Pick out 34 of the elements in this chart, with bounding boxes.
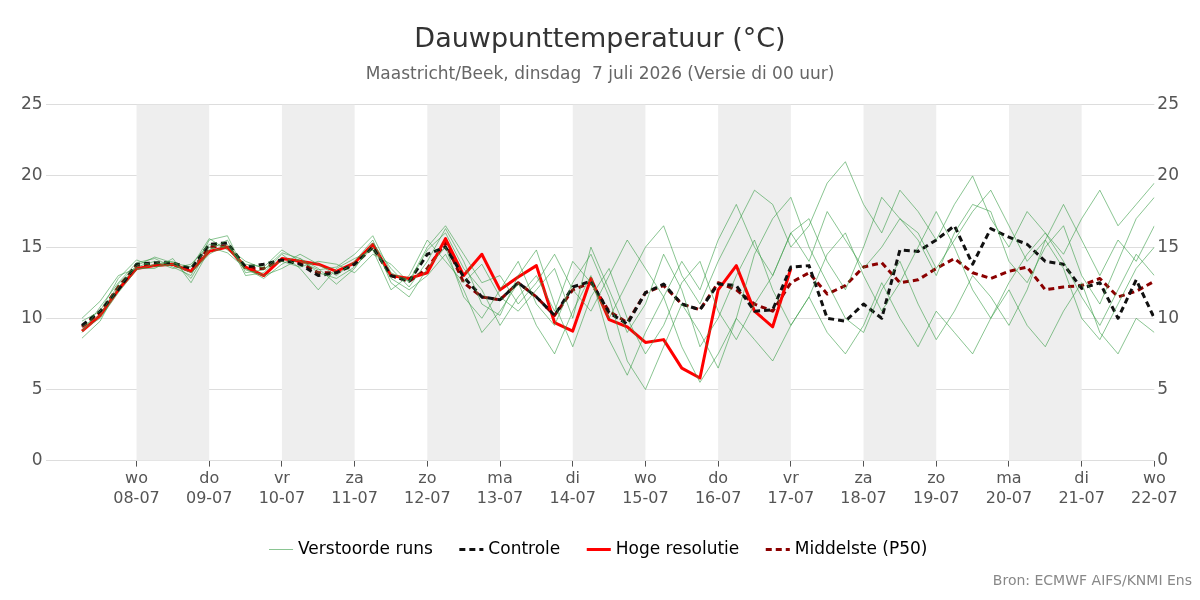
y-tick-label: 15 <box>20 235 43 256</box>
x-tick-label: wo 22-07 <box>1131 468 1178 507</box>
x-tick-label: vr 17-07 <box>767 468 815 507</box>
y-tick-label: 0 <box>31 449 43 470</box>
y2-tick-label: 0 <box>1157 449 1169 470</box>
x-tick-label: do 16-07 <box>694 468 742 507</box>
x-tick-label: vr 10-07 <box>258 468 306 507</box>
x-tick-label: za 18-07 <box>840 468 887 507</box>
x-tick-label: wo 08-07 <box>113 468 160 507</box>
x-tick-label: di 14-07 <box>549 468 596 507</box>
x-tick-label: za 11-07 <box>331 468 378 507</box>
chart-subtitle: Maastricht/Beek, dinsdag 7 juli 2026 (Versie di 00 uur) <box>365 63 835 84</box>
x-tick-label: zo 12-07 <box>404 468 451 507</box>
chart-title: Dauwpunttemperatuur (°C) <box>414 22 786 54</box>
text: Bron: ECMWF AIFS/KNMI Ens <box>991 572 1192 588</box>
x-tick-label: wo 15-07 <box>622 468 669 507</box>
y2-tick-label: 10 <box>1157 306 1180 327</box>
y-tick-label: 20 <box>20 164 43 185</box>
y2-tick-label: 15 <box>1157 235 1180 256</box>
y2-tick-label: 5 <box>1157 377 1169 398</box>
legend-label: Controle <box>488 537 561 558</box>
legend-label: Hoge resolutie <box>615 537 740 558</box>
x-tick-label: ma 13-07 <box>476 468 524 507</box>
y2-tick-label: 20 <box>1157 164 1180 185</box>
legend-label: Verstoorde runs <box>298 537 433 558</box>
x-tick-label: ma 20-07 <box>985 468 1033 507</box>
x-tick-label: di 21-07 <box>1058 468 1105 507</box>
x-tick-label: zo 19-07 <box>913 468 960 507</box>
y-tick-label: 25 <box>20 93 43 114</box>
x-tick-label: do 09-07 <box>185 468 233 507</box>
legend-label: Middelste (P50) <box>794 537 928 558</box>
y-tick-label: 10 <box>20 306 43 327</box>
y-tick-label: 5 <box>31 377 43 398</box>
y2-tick-label: 25 <box>1157 93 1180 114</box>
